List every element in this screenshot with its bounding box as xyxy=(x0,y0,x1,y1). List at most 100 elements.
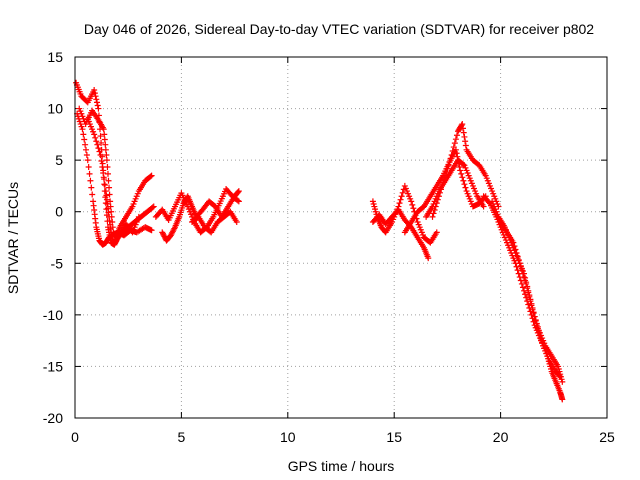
data-point-marker xyxy=(460,161,467,168)
y-tick-label: 15 xyxy=(47,49,63,65)
data-point-marker xyxy=(101,182,108,189)
data-point-marker xyxy=(98,139,105,146)
x-axis-label: GPS time / hours xyxy=(288,458,395,474)
data-point-marker xyxy=(530,310,537,317)
y-tick-label: 0 xyxy=(55,204,63,220)
series-t5 xyxy=(159,188,242,244)
x-tick-label: 25 xyxy=(599,429,615,445)
data-point-marker xyxy=(101,181,108,188)
data-point-marker xyxy=(510,239,517,246)
data-point-marker xyxy=(171,225,178,232)
data-point-marker xyxy=(408,198,415,205)
series-t3 xyxy=(76,105,155,241)
x-tick-label: 5 xyxy=(178,429,186,445)
data-point-marker xyxy=(98,158,105,165)
data-point-marker xyxy=(82,146,89,153)
x-tick-label: 15 xyxy=(386,429,402,445)
data-point-marker xyxy=(89,191,96,198)
data-point-marker xyxy=(235,188,242,195)
data-point-marker xyxy=(522,291,529,298)
data-points xyxy=(73,79,566,403)
data-point-marker xyxy=(532,317,539,324)
data-point-marker xyxy=(93,99,100,106)
data-point-marker xyxy=(453,132,460,139)
data-point-marker xyxy=(147,173,154,180)
data-point-marker xyxy=(512,246,519,253)
data-point-marker xyxy=(444,165,451,172)
data-point-marker xyxy=(105,177,112,184)
data-point-marker xyxy=(103,157,110,164)
data-point-marker xyxy=(559,396,566,403)
y-tick-label: -20 xyxy=(43,410,63,426)
data-point-marker xyxy=(514,253,521,260)
data-point-marker xyxy=(525,301,532,308)
data-point-marker xyxy=(410,205,417,212)
y-tick-label: -10 xyxy=(43,307,63,323)
data-point-marker xyxy=(149,204,156,211)
data-point-marker xyxy=(459,121,466,128)
series-t9 xyxy=(369,182,440,246)
y-axis-label: SDTVAR / TECUs xyxy=(5,182,21,294)
data-point-marker xyxy=(452,136,459,143)
data-point-marker xyxy=(135,213,142,220)
data-point-marker xyxy=(518,267,525,274)
data-point-marker xyxy=(515,256,522,263)
data-point-marker xyxy=(101,176,108,183)
data-point-marker xyxy=(395,203,402,210)
data-point-marker xyxy=(458,170,465,177)
data-point-marker xyxy=(96,148,103,155)
data-point-marker xyxy=(460,125,467,132)
data-point-marker xyxy=(397,196,404,203)
x-tick-label: 0 xyxy=(71,429,79,445)
data-point-marker xyxy=(235,188,242,195)
data-point-marker xyxy=(461,181,468,188)
data-point-marker xyxy=(91,90,98,97)
data-point-marker xyxy=(83,151,90,158)
data-point-marker xyxy=(104,170,111,177)
data-point-marker xyxy=(445,162,452,169)
data-point-marker xyxy=(102,141,109,148)
data-point-marker xyxy=(524,285,531,292)
axis-tick-labels: 0 5 10 15 20 25 -20 -15 -10 -5 0 5 10 15 xyxy=(43,49,615,445)
data-point-marker xyxy=(425,255,432,262)
data-point-marker xyxy=(100,170,107,177)
data-point-marker xyxy=(81,136,88,143)
data-point-marker xyxy=(449,148,456,155)
data-point-marker xyxy=(460,177,467,184)
data-point-marker xyxy=(84,157,91,164)
data-point-marker xyxy=(523,280,530,287)
y-tick-label: 10 xyxy=(47,101,63,117)
data-point-marker xyxy=(94,102,101,109)
data-point-marker xyxy=(450,144,457,151)
data-point-marker xyxy=(234,197,241,204)
data-point-marker xyxy=(92,93,99,100)
data-point-marker xyxy=(529,306,536,313)
series-t15 xyxy=(497,219,566,385)
grid-lines xyxy=(75,57,607,418)
data-point-marker xyxy=(517,263,524,270)
data-point-marker xyxy=(521,274,528,281)
y-tick-label: -15 xyxy=(43,358,63,374)
data-point-marker xyxy=(93,138,100,145)
data-point-marker xyxy=(79,126,86,133)
data-point-marker xyxy=(480,203,487,210)
data-point-marker xyxy=(453,150,460,157)
data-point-marker xyxy=(82,141,89,148)
data-point-marker xyxy=(103,151,110,158)
data-point-marker xyxy=(398,193,405,200)
data-point-marker xyxy=(430,210,437,217)
data-point-marker xyxy=(459,174,466,181)
data-point-marker xyxy=(86,170,93,177)
data-point-marker xyxy=(458,122,465,129)
data-point-marker xyxy=(150,203,157,210)
data-point-marker xyxy=(396,200,403,207)
data-point-marker xyxy=(95,145,102,152)
data-point-marker xyxy=(519,284,526,291)
data-point-marker xyxy=(101,136,108,143)
data-point-marker xyxy=(91,87,98,94)
data-point-marker xyxy=(115,232,122,239)
data-point-marker xyxy=(460,129,467,136)
data-point-marker xyxy=(559,378,566,385)
data-point-marker xyxy=(87,177,94,184)
